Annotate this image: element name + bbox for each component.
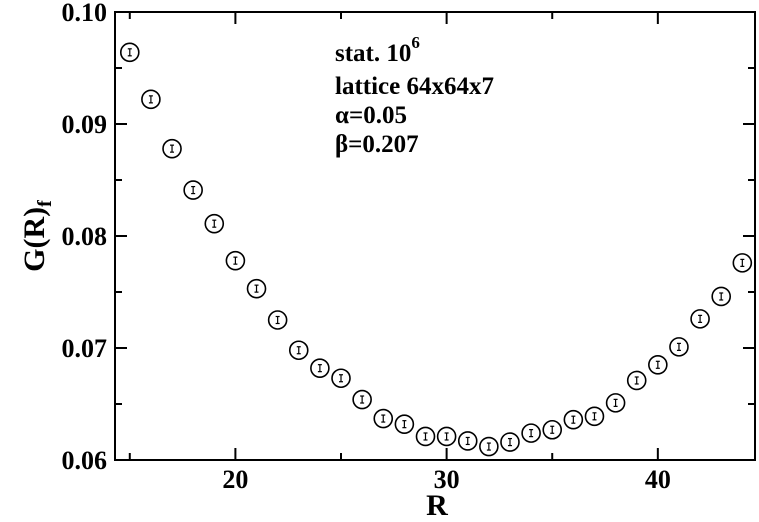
data-point-marker <box>394 414 415 434</box>
data-point <box>310 358 330 378</box>
data-point <box>436 426 457 447</box>
x-tick-label: 20 <box>222 465 248 494</box>
data-point-marker <box>310 358 330 378</box>
data-point <box>141 89 161 110</box>
data-point-marker <box>711 286 732 307</box>
data-point-marker <box>162 138 182 159</box>
data-point-marker <box>141 89 161 110</box>
data-point <box>605 393 626 413</box>
data-point-marker <box>605 393 626 413</box>
data-point-marker <box>183 180 203 200</box>
annotation-box: stat. 106 lattice 64x64x7 α=0.05 β=0.207 <box>335 33 494 158</box>
data-point-marker <box>669 337 689 357</box>
data-point-marker <box>542 419 563 440</box>
data-point <box>711 286 732 307</box>
data-point <box>183 180 203 200</box>
svg-text:stat. 106: stat. 106 <box>335 33 420 67</box>
data-point-marker <box>119 42 140 63</box>
data-point <box>542 419 563 440</box>
data-point <box>563 409 584 430</box>
data-point <box>225 250 246 271</box>
data-point-marker <box>267 310 288 330</box>
data-point-marker <box>331 368 351 389</box>
data-point <box>626 370 647 391</box>
data-point-marker <box>563 409 584 430</box>
data-point-marker <box>732 253 753 273</box>
data-point <box>288 340 309 361</box>
data-point <box>690 309 710 329</box>
x-ticks: 20 30 40 <box>128 12 671 494</box>
data-point-marker <box>204 213 225 234</box>
data-point <box>584 406 605 427</box>
x-tick-label: 30 <box>434 465 460 494</box>
data-point <box>500 432 520 452</box>
data-point-marker <box>479 436 499 457</box>
x-tick-label: 40 <box>645 465 671 494</box>
data-point <box>415 426 436 447</box>
annotation-alpha: α=0.05 <box>335 102 407 129</box>
y-tick-label: 0.10 <box>62 0 108 27</box>
y-axis-title-subscript: f <box>34 200 56 207</box>
data-point <box>373 408 394 429</box>
y-tick-label: 0.06 <box>62 446 108 475</box>
data-point <box>521 423 541 443</box>
data-point-marker <box>373 408 394 429</box>
data-point-marker <box>352 389 372 410</box>
data-point <box>352 389 372 410</box>
data-point-marker <box>246 278 267 299</box>
data-point-marker <box>288 340 309 361</box>
x-axis-title: R <box>426 489 448 522</box>
data-point <box>246 278 267 299</box>
y-ticks: 0.06 0.07 0.08 0.09 0.10 <box>62 0 755 475</box>
data-point <box>162 138 182 159</box>
annotation-beta: β=0.207 <box>335 131 419 158</box>
data-point <box>648 354 668 375</box>
data-point-marker <box>648 354 668 375</box>
annotation-lattice: lattice 64x64x7 <box>335 73 494 100</box>
y-tick-label: 0.09 <box>62 110 108 139</box>
annotation-stat: stat. 10 <box>335 40 411 67</box>
data-point-marker <box>415 426 436 447</box>
data-point <box>204 213 225 234</box>
data-point <box>394 414 415 434</box>
data-point <box>732 253 753 273</box>
svg-text:G(R)f: G(R)f <box>18 200 56 272</box>
y-axis-title-group: G(R)f <box>18 200 56 272</box>
data-point-marker <box>626 370 647 391</box>
data-point <box>119 42 140 63</box>
data-point-marker <box>225 250 246 271</box>
data-point-marker <box>500 432 520 452</box>
data-point-marker <box>690 309 710 329</box>
data-point <box>457 431 478 451</box>
data-point <box>479 436 499 457</box>
data-points <box>119 42 753 457</box>
y-tick-label: 0.07 <box>62 334 108 363</box>
data-point-marker <box>521 423 541 443</box>
data-point <box>669 337 689 357</box>
y-axis-title: G(R) <box>18 207 51 272</box>
data-point <box>267 310 288 330</box>
y-tick-label: 0.08 <box>62 222 108 251</box>
data-point-marker <box>436 426 457 447</box>
data-point <box>331 368 351 389</box>
data-point-marker <box>584 406 605 427</box>
annotation-stat-exponent: 6 <box>411 33 420 52</box>
data-point-marker <box>457 431 478 451</box>
